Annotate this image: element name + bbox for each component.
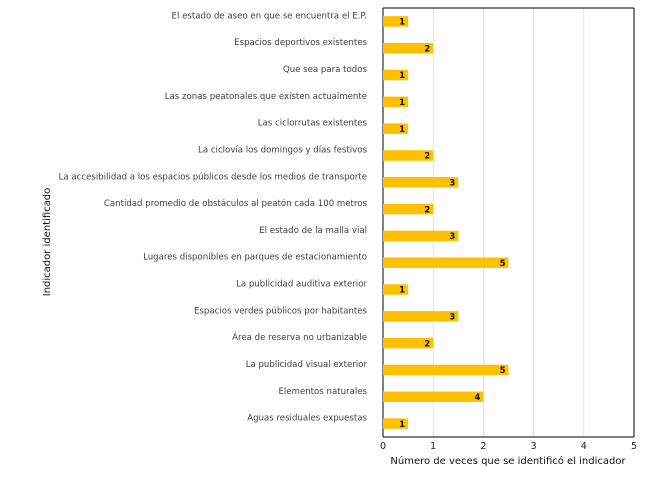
bar <box>383 391 484 403</box>
category-label: El estado de aseo en que se encuentra el… <box>172 11 367 21</box>
x-axis-title: Número de veces que se identificó el ind… <box>390 455 626 467</box>
data-label: 2 <box>424 44 430 54</box>
data-label: 1 <box>399 125 405 135</box>
category-label: El estado de la malla vial <box>259 226 367 236</box>
data-label: 2 <box>424 205 430 215</box>
category-label: La publicidad auditiva exterior <box>236 280 367 290</box>
data-label: 3 <box>449 313 455 323</box>
bar <box>383 311 459 322</box>
category-label: Que sea para todos <box>283 65 368 75</box>
category-label: La ciclovía los domingos y días festivos <box>198 145 367 155</box>
bar <box>383 337 434 349</box>
bar <box>383 177 459 188</box>
x-tick-label: 5 <box>631 441 637 452</box>
data-label: 1 <box>399 98 405 108</box>
category-label: La publicidad visual exterior <box>246 360 368 370</box>
x-tick-label: 4 <box>581 441 587 452</box>
bar <box>383 230 459 242</box>
data-label: 2 <box>424 152 430 162</box>
data-label: 4 <box>474 393 480 403</box>
data-label: 5 <box>500 259 506 269</box>
bar <box>383 418 409 429</box>
data-label: 3 <box>449 232 455 242</box>
category-label: Lugares disponibles en parques de estaci… <box>143 253 367 263</box>
bar <box>383 364 509 376</box>
data-label: 1 <box>399 286 405 296</box>
category-label: Las ciclorrutas existentes <box>258 119 368 129</box>
bar <box>383 284 409 295</box>
data-label: 1 <box>399 420 405 430</box>
category-label: Espacios deportivos existentes <box>234 38 367 48</box>
category-label: Área de reserva no urbanizable <box>232 331 367 343</box>
y-axis-title: Indicador identificado <box>42 188 53 297</box>
x-tick-label: 3 <box>531 441 537 452</box>
category-label: Las zonas peatonales que existen actualm… <box>165 92 367 102</box>
data-label: 1 <box>399 71 405 81</box>
x-tick-label: 2 <box>480 441 486 452</box>
x-tick-label: 0 <box>380 441 386 452</box>
bar <box>383 96 409 108</box>
data-label: 2 <box>424 339 430 349</box>
data-label: 3 <box>449 178 455 188</box>
data-label: 1 <box>399 18 405 28</box>
bar <box>383 257 509 268</box>
data-label: 5 <box>500 366 506 376</box>
category-label: Espacios verdes públicos por habitantes <box>194 306 368 316</box>
category-label: Aguas residuales expuestas <box>247 414 367 424</box>
category-label: Cantidad promedio de obstáculos al peató… <box>104 198 368 209</box>
bar <box>383 69 409 81</box>
bar <box>383 150 434 161</box>
bar <box>383 16 409 27</box>
bar <box>383 42 434 54</box>
bar <box>383 123 409 134</box>
category-label: La accesibilidad a los espacios públicos… <box>59 172 367 182</box>
category-label: Elementos naturales <box>278 387 367 397</box>
x-tick-label: 1 <box>430 441 436 452</box>
bar <box>383 203 434 215</box>
